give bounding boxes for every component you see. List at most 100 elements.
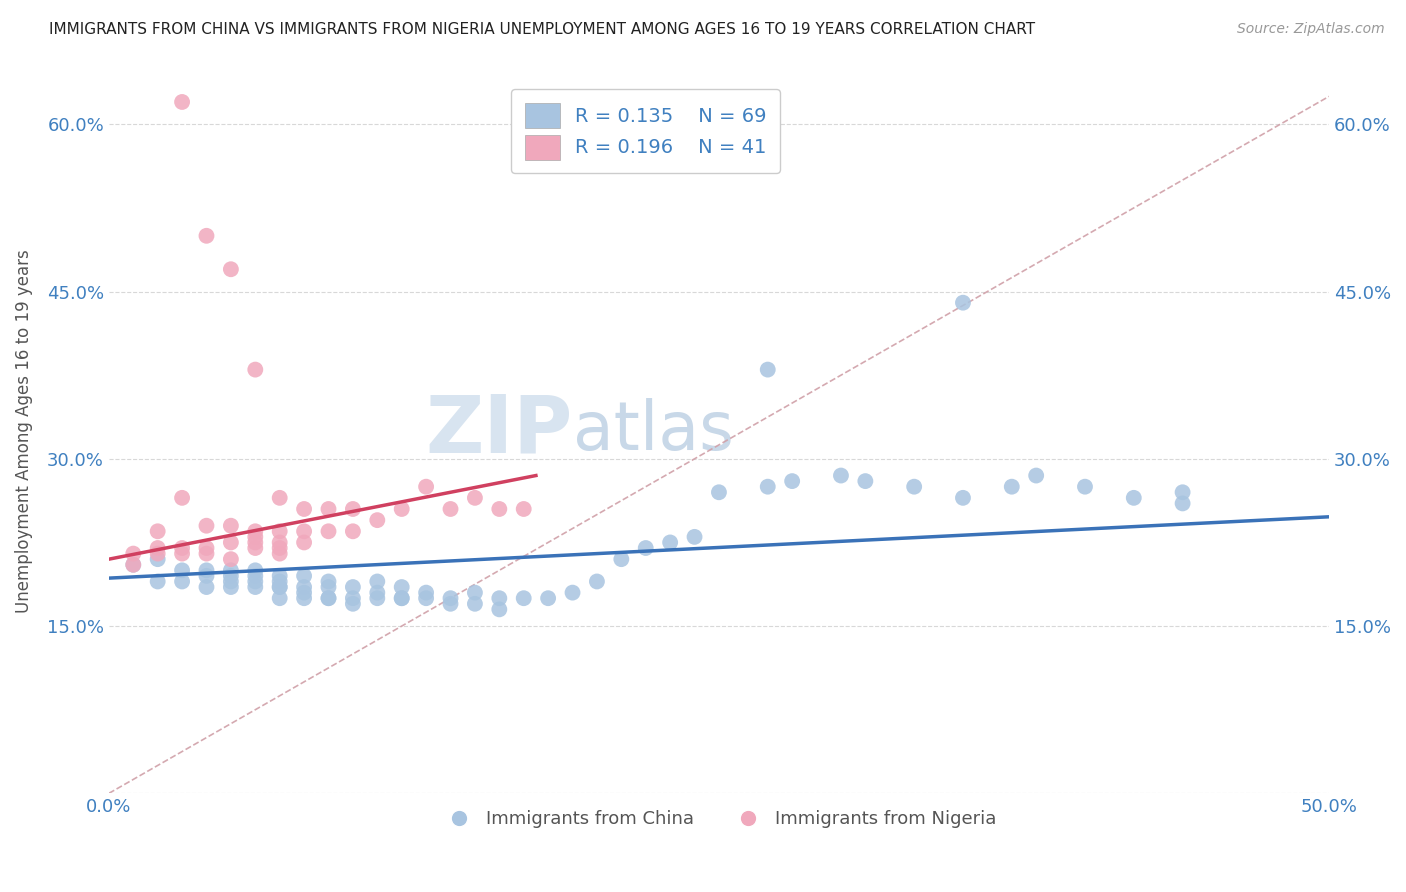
Point: [1171, 496, 1194, 510]
Point: [342, 580, 364, 594]
Point: [439, 597, 461, 611]
Point: [172, 574, 194, 589]
Point: [219, 535, 242, 549]
Point: [756, 362, 779, 376]
Point: [1001, 480, 1024, 494]
Point: [172, 491, 194, 505]
Point: [586, 574, 609, 589]
Point: [146, 552, 169, 566]
Point: [219, 262, 242, 277]
Point: [269, 491, 291, 505]
Point: [219, 569, 242, 583]
Point: [464, 597, 486, 611]
Point: [634, 541, 657, 555]
Point: [219, 518, 242, 533]
Point: [659, 535, 682, 549]
Point: [391, 591, 413, 606]
Point: [952, 295, 974, 310]
Point: [318, 591, 340, 606]
Point: [903, 480, 925, 494]
Point: [269, 569, 291, 583]
Text: Source: ZipAtlas.com: Source: ZipAtlas.com: [1237, 22, 1385, 37]
Point: [195, 541, 218, 555]
Point: [122, 547, 145, 561]
Point: [780, 474, 803, 488]
Point: [830, 468, 852, 483]
Point: [366, 585, 388, 599]
Point: [292, 524, 315, 539]
Point: [318, 574, 340, 589]
Point: [391, 502, 413, 516]
Point: [415, 480, 437, 494]
Point: [366, 574, 388, 589]
Point: [1074, 480, 1097, 494]
Point: [318, 502, 340, 516]
Point: [245, 535, 267, 549]
Point: [1171, 485, 1194, 500]
Point: [269, 524, 291, 539]
Point: [366, 513, 388, 527]
Point: [366, 591, 388, 606]
Point: [292, 569, 315, 583]
Point: [195, 580, 218, 594]
Point: [537, 591, 560, 606]
Text: IMMIGRANTS FROM CHINA VS IMMIGRANTS FROM NIGERIA UNEMPLOYMENT AMONG AGES 16 TO 1: IMMIGRANTS FROM CHINA VS IMMIGRANTS FROM…: [49, 22, 1035, 37]
Point: [195, 569, 218, 583]
Point: [1122, 491, 1144, 505]
Point: [245, 530, 267, 544]
Point: [122, 558, 145, 572]
Point: [439, 502, 461, 516]
Point: [415, 591, 437, 606]
Point: [146, 547, 169, 561]
Point: [269, 547, 291, 561]
Point: [245, 569, 267, 583]
Point: [146, 541, 169, 555]
Point: [292, 585, 315, 599]
Point: [195, 563, 218, 577]
Point: [292, 502, 315, 516]
Point: [1025, 468, 1047, 483]
Point: [195, 547, 218, 561]
Point: [269, 580, 291, 594]
Y-axis label: Unemployment Among Ages 16 to 19 years: Unemployment Among Ages 16 to 19 years: [15, 249, 32, 613]
Point: [122, 558, 145, 572]
Point: [683, 530, 706, 544]
Point: [245, 563, 267, 577]
Point: [219, 574, 242, 589]
Point: [488, 502, 510, 516]
Point: [172, 95, 194, 109]
Point: [269, 580, 291, 594]
Point: [610, 552, 633, 566]
Point: [342, 524, 364, 539]
Point: [269, 574, 291, 589]
Point: [292, 591, 315, 606]
Point: [245, 541, 267, 555]
Point: [172, 547, 194, 561]
Point: [292, 535, 315, 549]
Point: [146, 574, 169, 589]
Point: [488, 602, 510, 616]
Point: [342, 591, 364, 606]
Point: [439, 591, 461, 606]
Point: [415, 585, 437, 599]
Point: [172, 563, 194, 577]
Point: [245, 580, 267, 594]
Point: [195, 228, 218, 243]
Point: [342, 597, 364, 611]
Point: [318, 580, 340, 594]
Point: [269, 535, 291, 549]
Point: [707, 485, 730, 500]
Text: atlas: atlas: [572, 398, 734, 464]
Point: [512, 502, 534, 516]
Point: [464, 585, 486, 599]
Point: [561, 585, 583, 599]
Point: [195, 518, 218, 533]
Point: [952, 491, 974, 505]
Point: [245, 574, 267, 589]
Point: [318, 591, 340, 606]
Point: [391, 591, 413, 606]
Point: [391, 580, 413, 594]
Point: [269, 591, 291, 606]
Point: [219, 563, 242, 577]
Point: [292, 580, 315, 594]
